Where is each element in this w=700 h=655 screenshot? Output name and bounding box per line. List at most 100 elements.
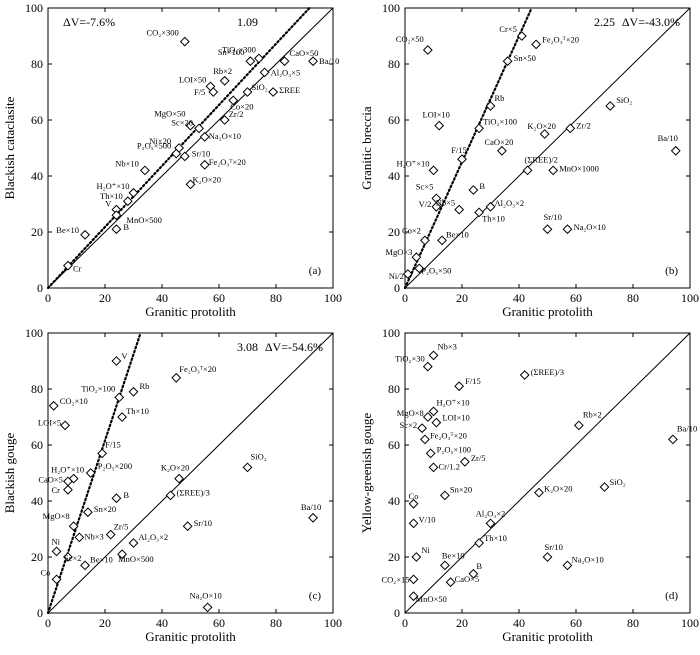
data-point (128, 187, 139, 198)
x-axis-label: Granitic protolith (145, 304, 236, 319)
reference-line-1to1 (47, 7, 334, 289)
data-point (259, 67, 270, 78)
panel-tag: (a) (309, 265, 322, 277)
data-point (408, 574, 419, 585)
y-tick-label: 0 (37, 606, 43, 620)
data-point-label: B (476, 561, 482, 571)
y-tick-label: 100 (382, 1, 400, 15)
data-point (548, 165, 559, 176)
x-tick-label: 80 (270, 616, 282, 630)
volume-change-label: ΔV=-43.0% (622, 15, 680, 29)
data-point (454, 204, 465, 215)
panel-4: 00 20 20 40 40 60 60 80 80 100 100 Granitic protoli… (359, 326, 699, 644)
x-tick-label: 100 (324, 291, 342, 305)
data-point (111, 224, 122, 235)
panel-2: 00 20 20 40 40 60 60 80 80 100 100 Granitic protoli… (359, 1, 699, 319)
data-point-label: TiO₂×100 (483, 116, 517, 126)
data-point-label: Th×10 (482, 213, 505, 223)
data-point-label: MgO×8 (43, 511, 70, 521)
data-point-label: Fe₂O₃ᵀ×20 (542, 34, 579, 44)
data-point (562, 560, 573, 571)
data-point-label: F/15 (105, 439, 121, 449)
data-point (445, 577, 456, 588)
data-point (402, 269, 413, 279)
data-point-label: Al₂O₃×5 (271, 67, 301, 77)
x-tick-label: 0 (402, 616, 408, 630)
data-point (111, 493, 122, 504)
data-point-label: Nb×10 (115, 158, 139, 168)
reference-line-1to1 (47, 332, 334, 614)
data-point-label: P₂O₅×100 (437, 444, 471, 454)
plot-frame (404, 332, 691, 614)
data-point-label: Cr (51, 485, 60, 495)
x-tick-label: 40 (156, 291, 168, 305)
data-point-label: MnO×1000 (559, 163, 599, 173)
data-point (485, 101, 496, 111)
data-point (474, 538, 485, 548)
data-point-label: MnO×500 (118, 554, 154, 564)
data-point-label: Sn×100 (218, 47, 245, 57)
x-tick-label: 40 (156, 616, 168, 630)
data-point (434, 120, 445, 131)
y-axis-label: Yellow-greenish gouge (359, 413, 374, 534)
x-tick-label: 100 (681, 616, 699, 630)
data-point-label: V/2 (419, 199, 432, 209)
data-point-label: B (123, 490, 129, 500)
data-point-label: CO₂×300 (146, 28, 178, 38)
data-point-label: CO₂×10 (60, 396, 88, 406)
isocon-slope-label: 3.08 (237, 340, 258, 354)
data-point (308, 56, 318, 67)
data-point-label: Be×10 (446, 229, 469, 239)
data-point-label: Ba/10 (677, 423, 697, 433)
data-point-label: Sr/10 (544, 212, 562, 222)
data-point (408, 498, 419, 509)
data-point (171, 372, 182, 383)
data-point (408, 591, 419, 602)
data-point (51, 546, 62, 557)
data-point-label: (ΣREE)/2 (525, 154, 558, 164)
panel-1: 00 20 20 40 40 60 60 80 80 100 100 Granitic protoli… (2, 1, 342, 319)
data-point-label: MgO×8 (397, 408, 424, 418)
data-point (422, 361, 433, 372)
data-point (105, 529, 116, 540)
data-point-label: Cr×5 (499, 24, 517, 34)
y-tick-label: 20 (31, 225, 43, 239)
y-axis-label: Granitic breccia (359, 106, 374, 190)
data-point (431, 201, 442, 212)
data-point-label: Co×20 (230, 101, 253, 111)
y-tick-label: 60 (388, 438, 400, 452)
y-tick-label: 0 (37, 281, 43, 295)
data-point (565, 123, 576, 134)
data-point (468, 185, 479, 195)
data-point (194, 123, 204, 134)
data-point-label: H₂O⁺×10 (396, 158, 429, 168)
data-point (111, 356, 122, 366)
data-point (139, 165, 150, 176)
plot-frame (47, 332, 334, 614)
data-point (85, 468, 96, 478)
data-point-label: CaO×5 (455, 574, 480, 584)
data-point-label: Zr/5 (114, 522, 129, 532)
data-point-label: Rb (140, 381, 150, 391)
x-tick-label: 20 (456, 291, 468, 305)
data-point (63, 260, 73, 271)
data-point (114, 392, 125, 403)
x-axis-label: Granitic protolith (502, 629, 593, 644)
x-tick-label: 20 (99, 291, 111, 305)
x-tick-label: 60 (213, 616, 225, 630)
data-point (185, 120, 196, 131)
data-point (245, 56, 256, 67)
data-point-label: Cr/1.2 (439, 461, 461, 471)
data-point-label: MnO×50 (416, 594, 447, 604)
data-point-label: Sr/10 (545, 542, 563, 552)
data-point-label: Zr/2 (229, 109, 244, 119)
volume-change-label: ΔV=-7.6% (63, 15, 115, 29)
data-point (117, 412, 128, 422)
data-point-label: B (123, 222, 129, 232)
y-tick-label: 60 (31, 113, 43, 127)
panel-tag: (c) (309, 590, 322, 602)
data-point (468, 568, 479, 579)
y-tick-label: 0 (394, 281, 400, 295)
data-point-label: F/5 (194, 87, 205, 97)
reference-line-1to1 (404, 332, 691, 614)
